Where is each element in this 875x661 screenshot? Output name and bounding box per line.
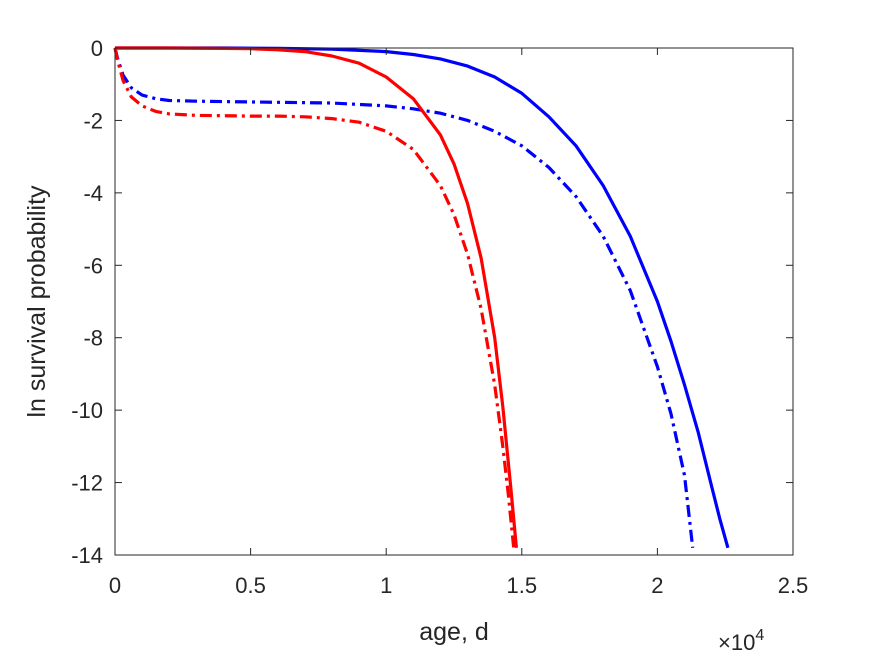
x-tick-label: 1.5	[507, 573, 538, 598]
x-tick-label: 2	[651, 573, 663, 598]
y-tick-label: -2	[83, 108, 103, 133]
y-axis-label: ln survival probability	[23, 185, 51, 418]
y-tick-label: -8	[83, 326, 103, 351]
y-tick-label: 0	[91, 36, 103, 61]
series-line-3	[115, 46, 518, 548]
series-line-2	[113, 47, 695, 548]
y-tick-label: -4	[83, 181, 103, 206]
ticks-layer: 0 0.5 1 1.5 2 2.5 0 -2 -4 -6 -8 -10 -12 -14	[71, 36, 808, 598]
plot-area-box	[114, 47, 794, 556]
series-layer	[113, 46, 730, 549]
y-tick-label: -10	[71, 398, 103, 423]
x-tick-label: 0.5	[235, 573, 266, 598]
series-line-4	[113, 47, 516, 548]
x-tick-label: 2.5	[778, 573, 809, 598]
y-tick-label: -6	[83, 253, 103, 278]
x-axis-multiplier: ×104	[718, 627, 764, 655]
y-tick-label: -14	[71, 543, 103, 568]
x-axis-multiplier-base: ×10	[718, 630, 755, 655]
x-tick-label: 1	[380, 573, 392, 598]
x-axis-label: age, d	[419, 618, 489, 646]
x-tick-label: 0	[109, 573, 121, 598]
y-tick-label: -12	[71, 471, 103, 496]
x-axis-multiplier-exponent: 4	[755, 627, 764, 644]
series-line-1	[115, 46, 730, 549]
